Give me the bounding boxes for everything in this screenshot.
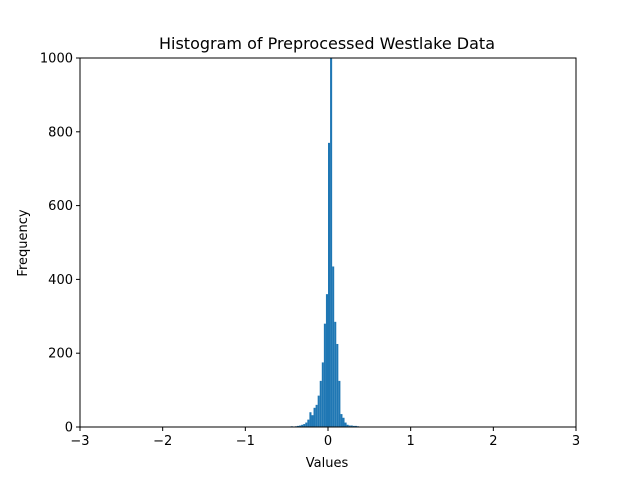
x-tick-label: 3 (572, 434, 580, 449)
tick-labels: −3 −2 −1 0 1 2 3 0 200 400 600 800 1000 (40, 52, 580, 450)
histogram-bar (307, 419, 310, 427)
histogram-bar (321, 362, 324, 427)
y-tick-label: 1000 (40, 52, 73, 67)
chart-title: Histogram of Preprocessed Westlake Data (159, 34, 495, 53)
x-tick-label: −3 (70, 434, 89, 449)
histogram-bar (317, 395, 320, 427)
histogram-bar (319, 380, 322, 428)
x-tick-label: −2 (153, 434, 172, 449)
histogram-bar (342, 417, 345, 427)
x-tick-label: −1 (236, 434, 255, 449)
histogram-bar (336, 343, 339, 427)
y-tick-label: 200 (48, 347, 73, 362)
histogram-bar (299, 425, 302, 427)
histogram-bar (311, 415, 314, 427)
histogram-bar (350, 425, 353, 427)
histogram-bar (354, 425, 357, 427)
histogram-bar (338, 380, 341, 428)
histogram-bar (305, 422, 308, 427)
y-tick-label: 400 (48, 273, 73, 288)
axes (76, 57, 577, 431)
x-tick-label: 0 (324, 434, 332, 449)
bars (286, 58, 359, 428)
histogram-bar (309, 412, 312, 427)
histogram-bar (328, 142, 331, 427)
x-tick-label: 1 (407, 434, 415, 449)
histogram-bar (313, 407, 316, 427)
y-tick-label: 800 (48, 125, 73, 140)
histogram-bar (344, 422, 347, 427)
x-axis-label: Values (306, 456, 349, 471)
y-tick-label: 600 (48, 199, 73, 214)
histogram-bar (301, 424, 304, 427)
histogram-bar (297, 425, 300, 427)
histogram-bar (352, 425, 355, 427)
histogram-bar (332, 266, 335, 427)
histogram-bar (348, 425, 351, 427)
histogram-bar (323, 323, 326, 427)
y-tick-label: 0 (65, 421, 73, 436)
x-tick-label: 2 (489, 434, 497, 449)
histogram-bar (330, 58, 333, 427)
histogram-bar (340, 414, 343, 427)
histogram-bar (346, 424, 349, 427)
histogram-bar (325, 294, 328, 427)
histogram-bar (334, 321, 337, 427)
y-axis-label: Frequency (16, 209, 31, 276)
histogram-bar (315, 404, 318, 427)
histogram-bar (303, 424, 306, 427)
